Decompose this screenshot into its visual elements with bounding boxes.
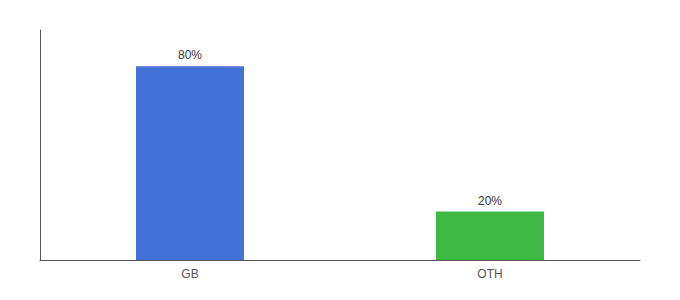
svg-text:OTH: OTH bbox=[477, 267, 502, 281]
svg-text:20%: 20% bbox=[478, 194, 502, 208]
svg-text:80%: 80% bbox=[178, 48, 202, 62]
svg-text:GB: GB bbox=[181, 267, 198, 281]
